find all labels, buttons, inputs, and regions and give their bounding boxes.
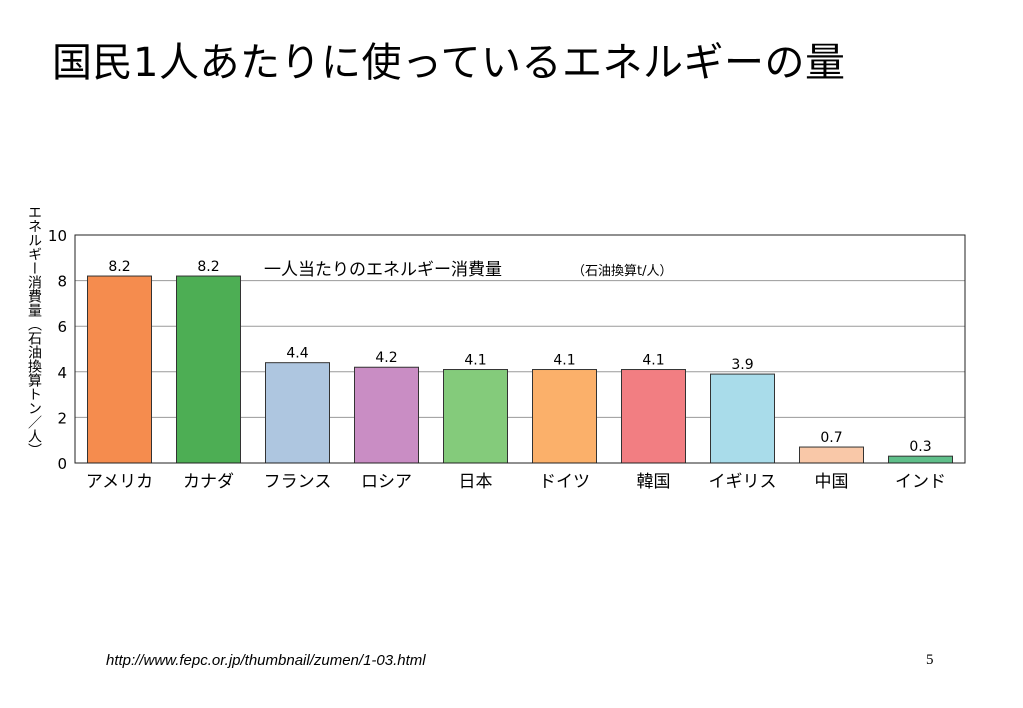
bar-value-label: 4.2 [375, 350, 397, 366]
bar [710, 373, 775, 464]
bar-chart: 8.2 8.2 4.4 4.2 4.1 4.1 4.1 3.9 0.7 0.3 0 2 4 6 8 10 ア… [48, 227, 966, 492]
y-axis-label: エネルギー消費量（石油換算トン／人） [26, 205, 42, 457]
bar [87, 275, 152, 464]
x-tick-label: カナダ [183, 472, 234, 492]
y-tick-label: 2 [57, 409, 67, 427]
bar-value-label: 4.1 [464, 353, 486, 369]
bar [621, 369, 686, 464]
bar [532, 369, 597, 464]
chart-title-unit: （石油換算t/人） [572, 264, 672, 279]
bar-value-label: 3.9 [731, 357, 753, 373]
x-tick-labels: アメリカ カナダ フランス ロシア 日本 ドイツ 韓国 イギリス 中国 インド [86, 472, 946, 492]
bar-value-label: 0.3 [909, 439, 931, 455]
bar [443, 369, 508, 464]
page-number: 5 [926, 652, 934, 668]
plot-frame [74, 234, 966, 464]
bars [87, 275, 953, 464]
x-tick-label: 韓国 [637, 472, 671, 492]
bar-value-label: 8.2 [108, 259, 130, 275]
bar [888, 455, 953, 464]
x-tick-label: ドイツ [539, 472, 590, 492]
bar-value-label: 8.2 [197, 259, 219, 275]
value-labels: 8.2 8.2 4.4 4.2 4.1 4.1 4.1 3.9 0.7 0.3 [108, 259, 931, 455]
x-tick-label: 中国 [815, 472, 849, 492]
source-url[interactable]: http://www.fepc.or.jp/thumbnail/zumen/1-… [106, 652, 426, 669]
bar-value-label: 4.1 [553, 353, 575, 369]
bar-value-label: 4.4 [286, 346, 308, 362]
x-tick-label: イギリス [709, 472, 777, 492]
y-tick-label: 0 [57, 455, 67, 473]
y-tick-label: 8 [57, 273, 67, 291]
bar [799, 446, 864, 464]
bar [265, 362, 330, 464]
bar-value-label: 4.1 [642, 353, 664, 369]
x-tick-label: 日本 [459, 472, 493, 492]
x-tick-label: フランス [264, 472, 332, 492]
bar [176, 275, 241, 464]
x-tick-label: ロシア [361, 472, 412, 492]
slide-title: 国民1人あたりに使っているエネルギーの量 [52, 40, 846, 86]
chart-title: 一人当たりのエネルギー消費量 [264, 260, 502, 280]
y-tick-labels: 0 2 4 6 8 10 [48, 227, 67, 473]
x-tick-label: アメリカ [86, 472, 153, 492]
bar [354, 366, 419, 464]
y-tick-label: 10 [48, 227, 67, 245]
bar-value-label: 0.7 [820, 430, 842, 446]
x-tick-label: インド [895, 472, 946, 492]
y-tick-label: 4 [57, 364, 67, 382]
y-tick-label: 6 [57, 318, 67, 336]
